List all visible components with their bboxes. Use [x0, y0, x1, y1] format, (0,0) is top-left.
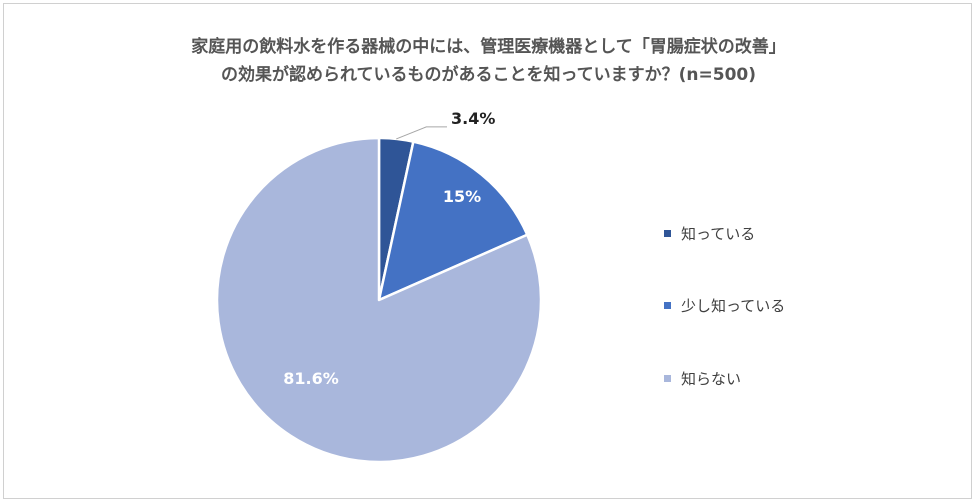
- chart-title-line-1: 家庭用の飲料水を作る器械の中には、管理医療機器として「胃腸症状の改善」: [191, 37, 786, 57]
- data-label-dont-know: 81.6%: [283, 369, 339, 388]
- chart-title: 家庭用の飲料水を作る器械の中には、管理医療機器として「胃腸症状の改善」 の効果が…: [0, 33, 977, 89]
- legend-swatch-know: [664, 229, 671, 237]
- legend-item-dont-know: 知らない: [664, 368, 741, 388]
- data-label-know: 3.4%: [451, 109, 495, 128]
- leader-line-know: [396, 126, 447, 140]
- legend-item-somewhat-know: 少し知っている: [664, 295, 785, 315]
- legend-label-somewhat-know: 少し知っている: [681, 296, 786, 315]
- legend-label-know: 知っている: [681, 224, 756, 243]
- legend-item-know: 知っている: [664, 223, 755, 243]
- chart-title-line-2: の効果が認められているものがあることを知っていますか？(n=500): [220, 65, 756, 85]
- legend-swatch-somewhat-know: [664, 301, 671, 309]
- pie-slice-somewhat-know: [377, 140, 529, 302]
- data-label-somewhat-know: 15%: [443, 187, 481, 206]
- pie-slice-dont-know: [215, 136, 543, 464]
- legend-label-dont-know: 知らない: [681, 369, 742, 388]
- legend-swatch-dont-know: [664, 374, 671, 382]
